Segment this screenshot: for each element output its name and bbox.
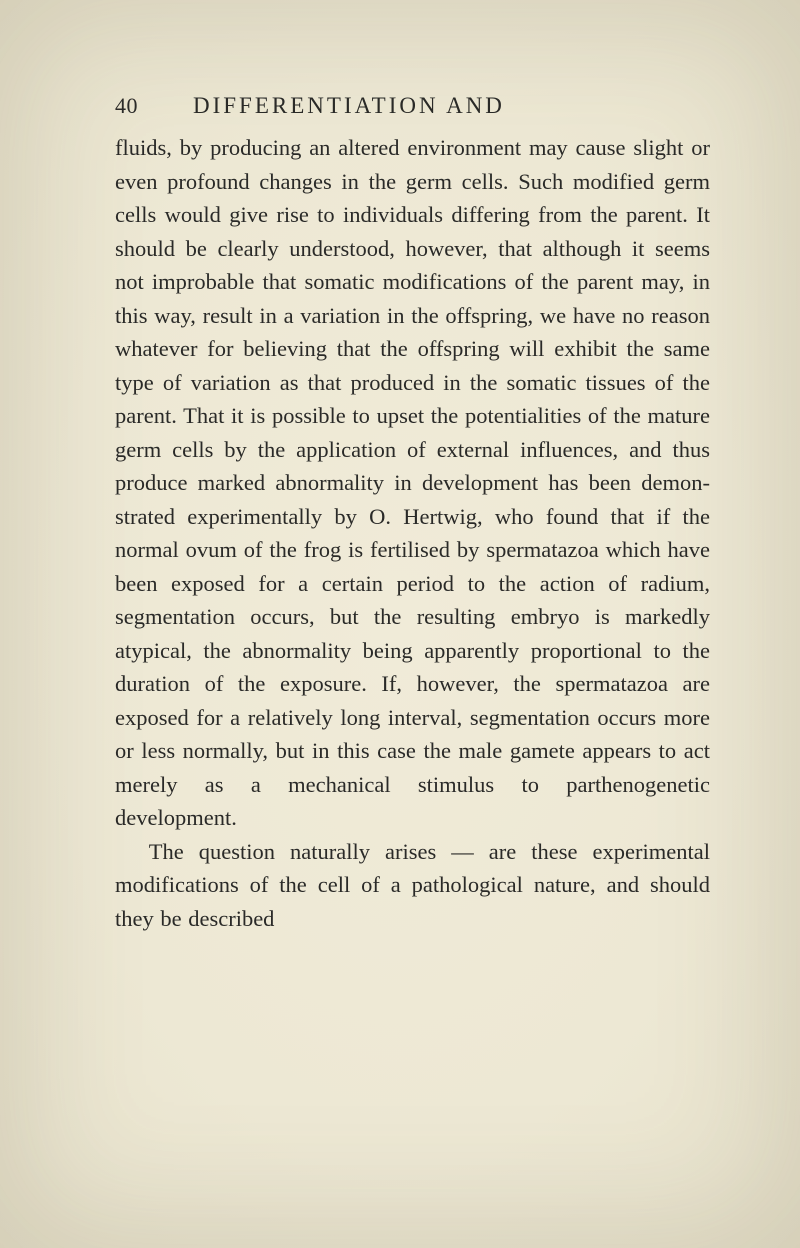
page-number: 40 <box>115 93 138 119</box>
book-page: 40 DIFFERENTIATION AND fluids, by produc… <box>0 0 800 1248</box>
running-head: DIFFERENTIATION AND <box>193 93 505 119</box>
page-header: 40 DIFFERENTIATION AND <box>115 93 710 119</box>
paragraph-1: fluids, by producing an altered environm… <box>115 131 710 835</box>
body-text: fluids, by producing an altered environm… <box>115 131 710 935</box>
paragraph-2: The question naturally arises — are thes… <box>115 835 710 936</box>
